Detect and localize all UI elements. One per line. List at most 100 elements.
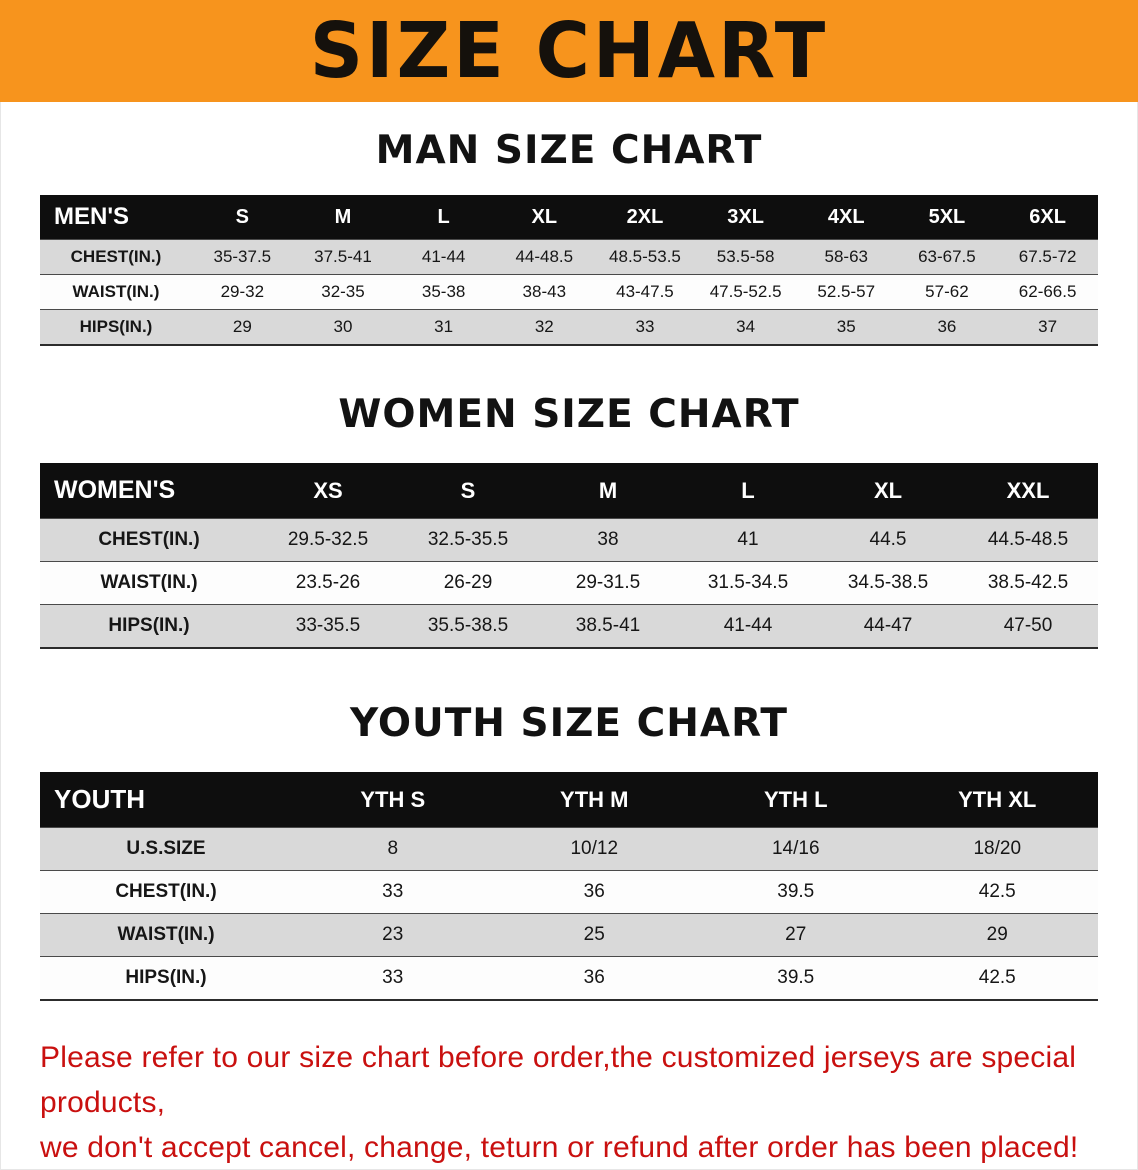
size-value-cell: 38 bbox=[597, 529, 619, 550]
table-row: WAIST(IN.) 29-32 32-35 35-38 38-43 43-47.5 47.… bbox=[40, 274, 1098, 310]
size-column-header: 6XL bbox=[997, 195, 1098, 240]
row-label: HIPS(IN.) bbox=[125, 967, 207, 988]
size-column-header: 4XL bbox=[795, 195, 897, 240]
size-value-cell: 36 bbox=[583, 967, 605, 988]
size-value-cell: 35.5-38.5 bbox=[427, 615, 509, 636]
size-column-header: 2XL bbox=[594, 195, 696, 240]
size-column-header: S bbox=[398, 463, 538, 519]
size-value-cell: 31 bbox=[434, 317, 454, 336]
youth-section-heading: YOUTH SIZE CHART bbox=[350, 701, 788, 746]
size-column-header: XXL bbox=[958, 463, 1098, 519]
size-value-cell: 14/16 bbox=[771, 838, 820, 859]
size-value-cell: 32-35 bbox=[321, 282, 365, 301]
size-value-cell: 32.5-35.5 bbox=[427, 529, 509, 550]
size-value-cell: 33 bbox=[382, 881, 404, 902]
size-column-header: YTH L bbox=[695, 772, 897, 828]
row-label: WAIST(IN.) bbox=[117, 924, 215, 945]
size-value-cell: 38.5-41 bbox=[575, 615, 641, 636]
size-value-cell: 23.5-26 bbox=[295, 572, 361, 593]
size-value-cell: 43-47.5 bbox=[616, 282, 674, 301]
table-row: HIPS(IN.) 33-35.5 35.5-38.5 38.5-41 41-44 44-… bbox=[40, 604, 1098, 648]
size-value-cell: 41 bbox=[737, 529, 759, 550]
size-value-cell: 47.5-52.5 bbox=[709, 282, 782, 301]
size-value-cell: 23 bbox=[382, 924, 404, 945]
size-value-cell: 27 bbox=[785, 924, 807, 945]
table-row: WAIST(IN.) 23.5-26 26-29 29-31.5 31.5-34.5 34… bbox=[40, 561, 1098, 605]
size-value-cell: 33 bbox=[635, 317, 655, 336]
size-value-cell: 35 bbox=[836, 317, 856, 336]
size-value-cell: 53.5-58 bbox=[716, 247, 775, 266]
table-header-row: MEN'S S M L XL 2XL 3XL 4XL 5XL 6XL bbox=[40, 195, 1098, 240]
size-value-cell: 52.5-57 bbox=[817, 282, 876, 301]
size-value-cell: 34.5-38.5 bbox=[847, 572, 929, 593]
table-row: CHEST(IN.) 33 36 39.5 42.5 bbox=[40, 870, 1098, 914]
table-row: WAIST(IN.) 23 25 27 29 bbox=[40, 913, 1098, 957]
row-label: CHEST(IN.) bbox=[70, 247, 162, 266]
row-label: CHEST(IN.) bbox=[98, 529, 200, 550]
size-value-cell: 39.5 bbox=[777, 967, 815, 988]
size-value-cell: 8 bbox=[387, 838, 399, 859]
table-row: CHEST(IN.) 29.5-32.5 32.5-35.5 38 41 44.5 44.5… bbox=[40, 518, 1098, 562]
size-value-cell: 35-38 bbox=[421, 282, 466, 301]
size-value-cell: 32 bbox=[534, 317, 554, 336]
size-value-cell: 47-50 bbox=[1003, 615, 1053, 636]
size-value-cell: 38.5-42.5 bbox=[987, 572, 1069, 593]
table-corner-label: MEN'S bbox=[40, 195, 192, 240]
size-value-cell: 29 bbox=[986, 924, 1008, 945]
size-value-cell: 57-62 bbox=[925, 282, 969, 301]
row-label: U.S.SIZE bbox=[126, 838, 206, 859]
men-size-table: MEN'S S M L XL 2XL 3XL 4XL 5XL 6XL CHEST(IN.) 35-37… bbox=[40, 195, 1098, 346]
table-row: HIPS(IN.) 29 30 31 32 33 34 35 36 37 bbox=[40, 309, 1098, 345]
size-value-cell: 10/12 bbox=[570, 838, 619, 859]
size-value-cell: 33 bbox=[382, 967, 404, 988]
notice-line-1: Please refer to our size chart before or… bbox=[40, 1041, 1077, 1119]
size-column-header: XL bbox=[818, 463, 958, 519]
page-title: SIZE CHART bbox=[309, 6, 829, 96]
size-value-cell: 44-48.5 bbox=[515, 247, 574, 266]
size-value-cell: 37.5-41 bbox=[314, 247, 372, 266]
order-notice: Please refer to our size chart before or… bbox=[40, 1035, 1098, 1170]
table-corner-label: WOMEN'S bbox=[40, 463, 258, 519]
size-column-header: S bbox=[192, 195, 293, 240]
size-value-cell: 29-32 bbox=[220, 282, 265, 301]
size-value-cell: 25 bbox=[583, 924, 605, 945]
size-value-cell: 18/20 bbox=[973, 838, 1022, 859]
size-column-header: XS bbox=[258, 463, 398, 519]
table-row: CHEST(IN.) 35-37.5 37.5-41 41-44 44-48.5 48.5… bbox=[40, 239, 1098, 275]
size-value-cell: 41-44 bbox=[723, 615, 773, 636]
size-value-cell: 29.5-32.5 bbox=[287, 529, 369, 550]
size-column-header: L bbox=[393, 195, 494, 240]
table-header-row: WOMEN'S XS S M L XL XXL bbox=[40, 463, 1098, 519]
size-column-header: 5XL bbox=[896, 195, 998, 240]
size-column-header: M bbox=[538, 463, 678, 519]
size-value-cell: 44.5 bbox=[869, 529, 907, 550]
row-label: HIPS(IN.) bbox=[79, 317, 153, 336]
size-value-cell: 42.5 bbox=[978, 967, 1016, 988]
size-value-cell: 62-66.5 bbox=[1018, 282, 1077, 301]
size-value-cell: 44-47 bbox=[863, 615, 913, 636]
row-label: CHEST(IN.) bbox=[115, 881, 217, 902]
size-value-cell: 58-63 bbox=[824, 247, 868, 266]
men-size-section: MAN SIZE CHART MEN'S S M L XL 2XL 3XL 4XL 5XL 6XL… bbox=[0, 128, 1138, 346]
size-value-cell: 33-35.5 bbox=[295, 615, 361, 636]
size-value-cell: 37 bbox=[1038, 317, 1058, 336]
table-row: HIPS(IN.) 33 36 39.5 42.5 bbox=[40, 956, 1098, 1000]
women-size-table: WOMEN'S XS S M L XL XXL CHEST(IN.) 29.5-32.5 32.5… bbox=[40, 463, 1098, 649]
row-label: WAIST(IN.) bbox=[72, 282, 160, 301]
size-column-header: XL bbox=[493, 195, 595, 240]
youth-size-table: YOUTH YTH S YTH M YTH L YTH XL U.S.SIZE 8 10/12… bbox=[40, 772, 1098, 1001]
size-value-cell: 29 bbox=[232, 317, 252, 336]
size-column-header: 3XL bbox=[695, 195, 796, 240]
women-size-section: WOMEN SIZE CHART WOMEN'S XS S M L XL XXL CHEST(… bbox=[0, 392, 1138, 649]
size-value-cell: 31.5-34.5 bbox=[707, 572, 789, 593]
size-value-cell: 35-37.5 bbox=[213, 247, 272, 266]
size-value-cell: 30 bbox=[333, 317, 353, 336]
size-column-header: YTH XL bbox=[896, 772, 1098, 828]
youth-size-section: YOUTH SIZE CHART YOUTH YTH S YTH M YTH L YTH… bbox=[0, 701, 1138, 1001]
size-column-header: L bbox=[678, 463, 818, 519]
size-value-cell: 26-29 bbox=[443, 572, 493, 593]
size-column-header: M bbox=[292, 195, 394, 240]
row-label: HIPS(IN.) bbox=[108, 615, 190, 636]
table-header-row: YOUTH YTH S YTH M YTH L YTH XL bbox=[40, 772, 1098, 828]
